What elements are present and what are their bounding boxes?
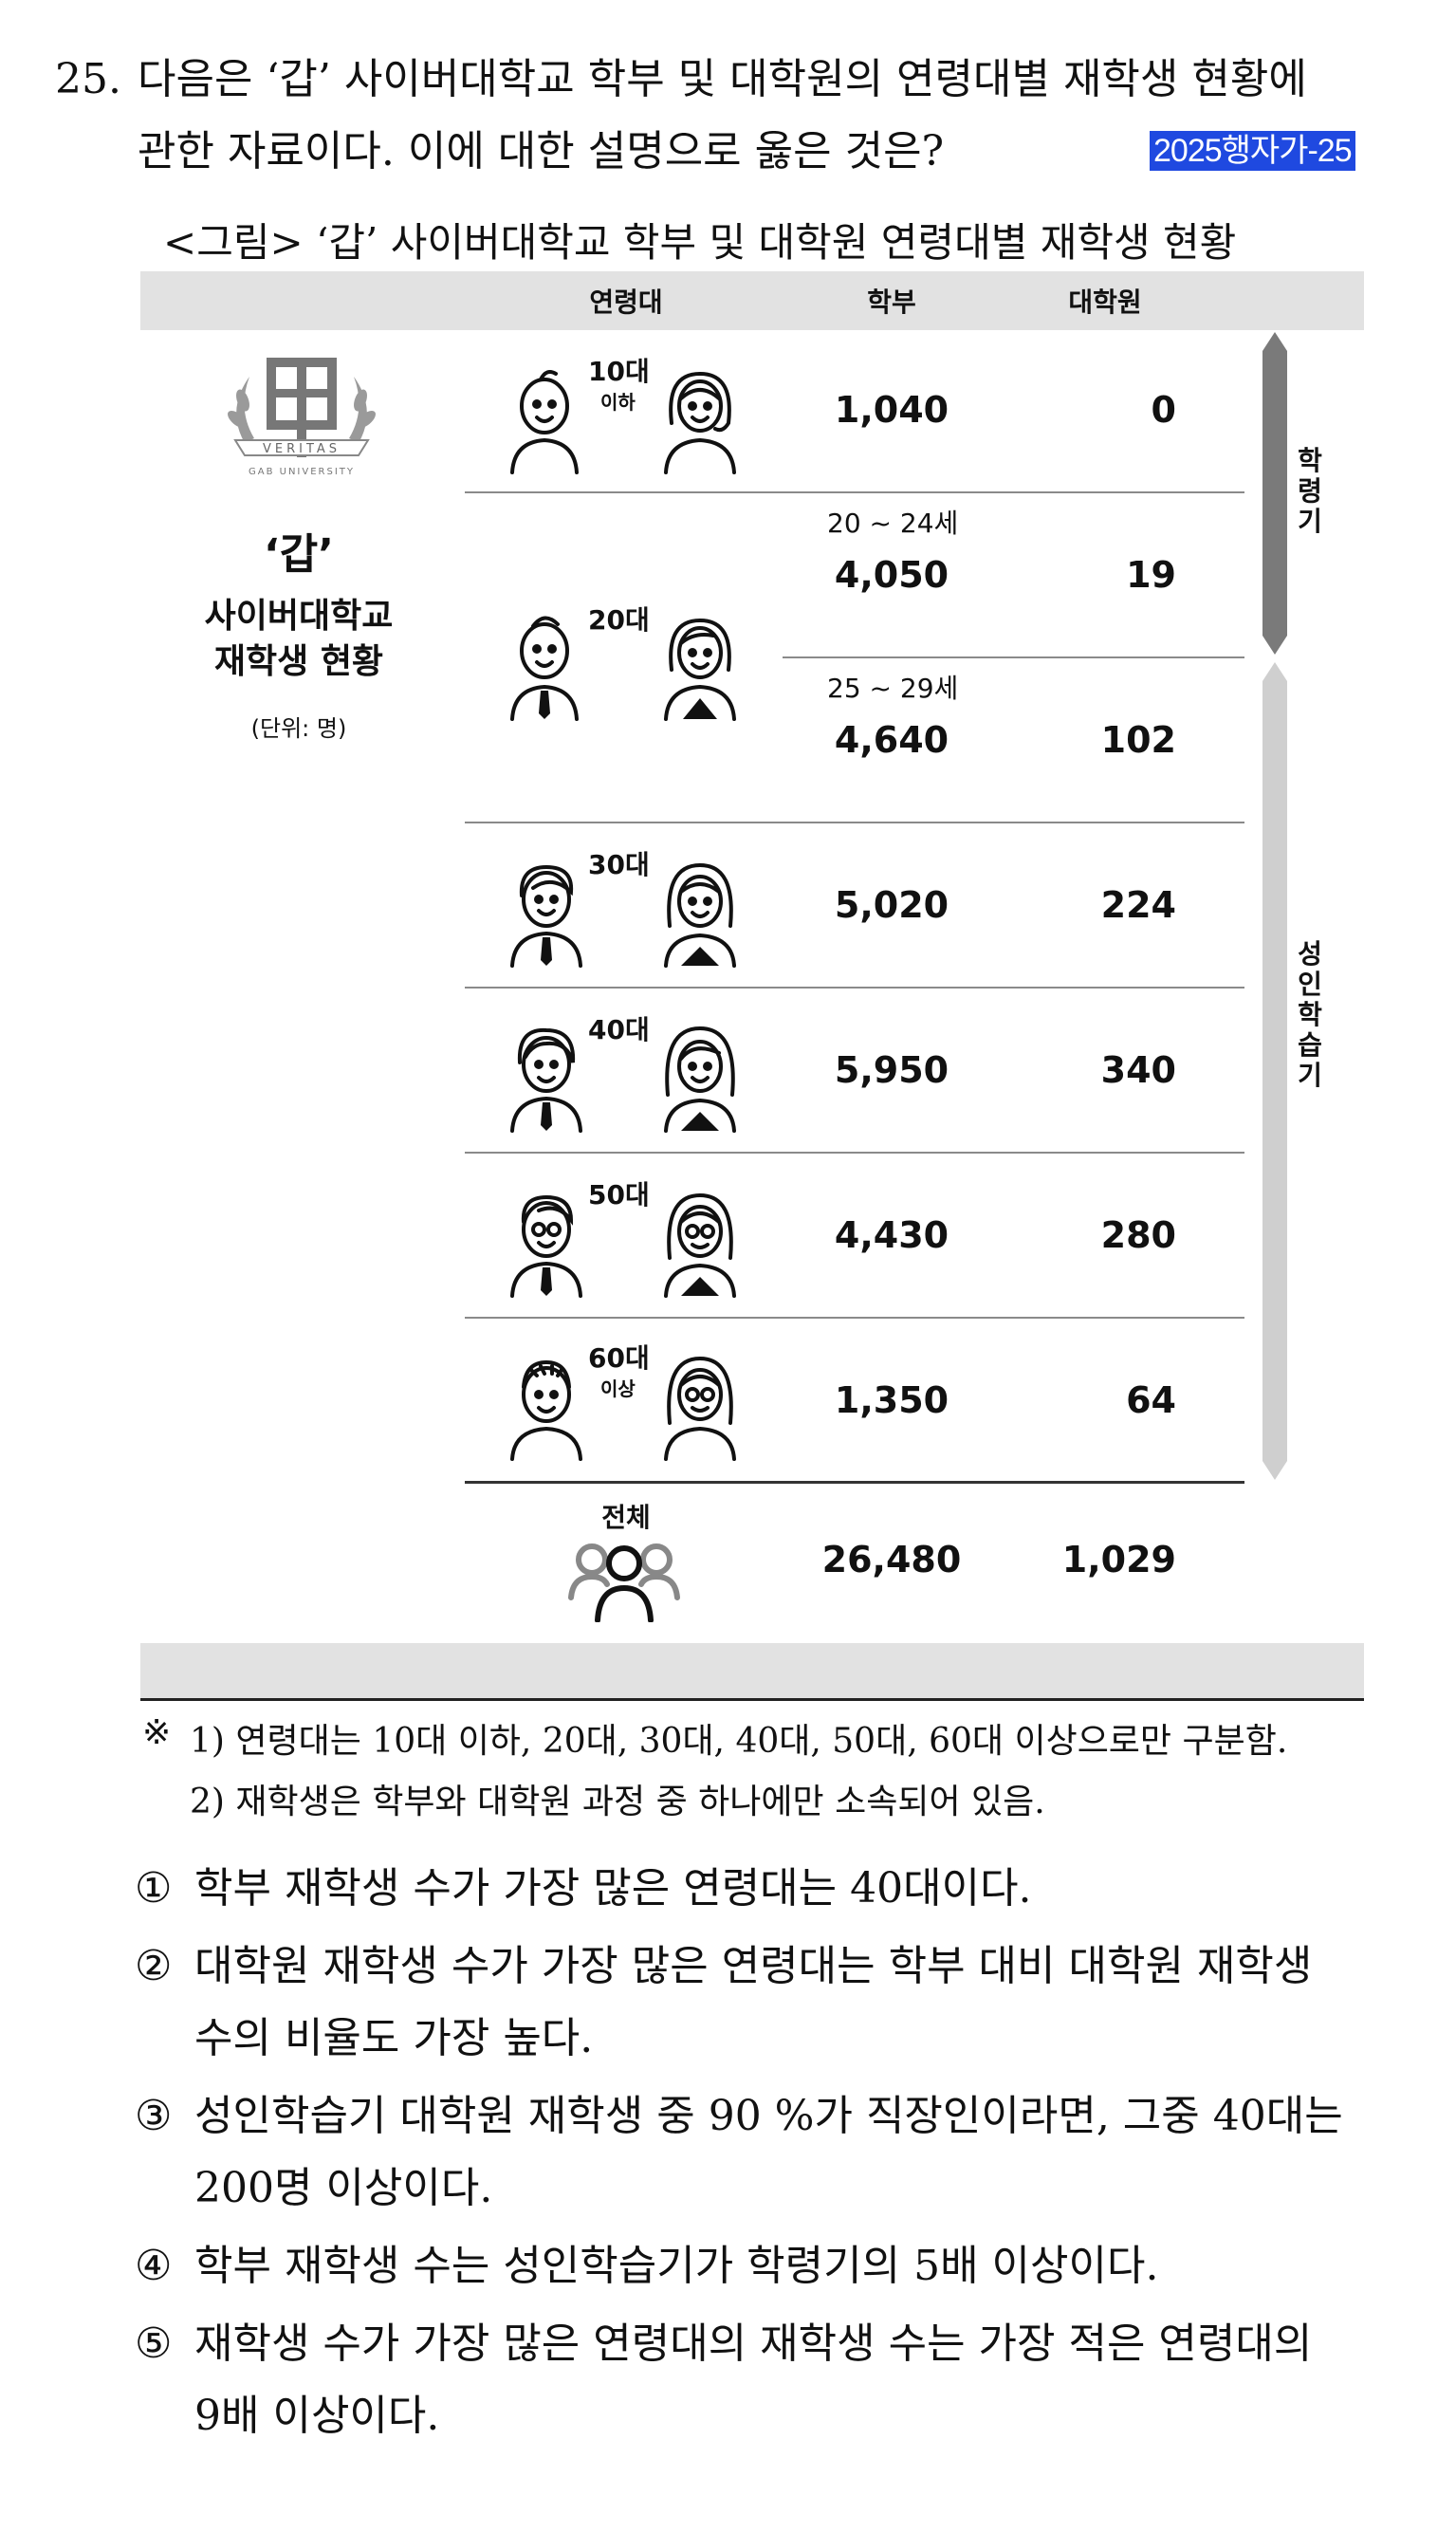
table-header-bar [140,271,1364,330]
option-2-text: 대학원 재학생 수가 가장 많은 연령대는 학부 대비 대학원 재학생 [194,1942,1313,1990]
row-divider [465,822,1244,823]
left-title-3: 재학생 현황 [213,642,384,681]
left-title-2: 사이버대학교 [204,597,394,636]
female-avatar-icon [656,854,742,968]
undergrad-30s: 5,020 [834,884,949,926]
grad-20-24: 19 [1126,554,1176,596]
grad-40s: 340 [1100,1049,1176,1091]
header-undergrad: 학부 [867,286,916,318]
grad-25-29: 102 [1100,719,1176,761]
undergrad-50s: 4,430 [834,1214,949,1256]
question-line-2: 관한 자료이다. 이에 대한 설명으로 옳은 것은? [138,127,945,176]
undergrad-40s: 5,950 [834,1049,949,1091]
option-1-text: 학부 재학생 수가 가장 많은 연령대는 40대이다. [194,1864,1032,1913]
undergrad-10s: 1,040 [834,389,949,431]
total-label: 전체 [601,1502,651,1533]
option-5-text-cont: 9배 이상이다. [194,2392,440,2440]
side-label-school-age: 학령기 [1298,445,1322,537]
row-divider [465,491,1244,493]
row-divider [783,656,1244,658]
question-number: 25. [55,55,121,103]
grad-50s: 280 [1100,1214,1176,1256]
note-2: 2) 재학생은 학부와 대학원 과정 중 하나에만 소속되어 있음. [190,1783,1045,1821]
adult-learning-bar [1262,662,1287,1480]
male-avatar-icon [505,607,590,721]
range-25-29: 25 ~ 29세 [827,673,959,704]
option-2-text-cont: 수의 비율도 가장 높다. [194,2014,594,2062]
table-bottom-rule [140,1698,1364,1701]
option-3-text-cont: 200명 이상이다. [194,2164,493,2212]
option-5-text: 재학생 수가 가장 많은 연령대의 재학생 수는 가장 적은 연령대의 [194,2319,1313,2368]
age-label-60s: 60대 [588,1342,650,1374]
option-3-mark: ③ [135,2092,173,2140]
undergrad-20-24: 4,050 [834,554,949,596]
undergrad-60s: 1,350 [834,1379,949,1421]
grad-10s: 0 [1151,389,1176,431]
option-5-mark: ⑤ [135,2319,173,2368]
logo-subtext: GAB UNIVERSITY [249,467,355,477]
male-avatar-icon [505,1347,590,1461]
range-20-24: 20 ~ 24세 [827,508,959,539]
note-mark: ※ [142,1713,172,1752]
left-title-1: ‘갑’ [264,530,334,579]
male-avatar-icon [505,1019,590,1133]
group-people-icon [565,1535,683,1622]
age-sub-10s: 이하 [600,391,636,414]
age-sub-60s: 이상 [600,1377,636,1400]
female-avatar-icon [656,607,742,721]
female-avatar-icon [656,360,742,474]
figure-title: <그림> ‘갑’ 사이버대학교 학부 및 대학원 연령대별 재학생 현황 [163,219,1237,266]
female-avatar-icon [656,1184,742,1298]
age-label-10s: 10대 [588,356,650,387]
unit-label: (단위: 명) [250,715,347,742]
school-age-bar [1262,332,1287,655]
age-label-50s: 50대 [588,1179,650,1211]
row-divider [465,1317,1244,1319]
total-divider [465,1481,1244,1484]
option-2-mark: ② [135,1942,173,1990]
header-grad: 대학원 [1068,286,1142,318]
table-footer-bar [140,1643,1364,1698]
grad-30s: 224 [1100,884,1176,926]
grad-total: 1,029 [1061,1539,1176,1580]
undergrad-25-29: 4,640 [834,719,949,761]
male-avatar-icon [505,1184,590,1298]
age-label-30s: 30대 [588,849,650,880]
male-avatar-icon [505,360,590,474]
female-avatar-icon [656,1347,742,1461]
option-3-text: 성인학습기 대학원 재학생 중 90 %가 직장인이라면, 그중 40대는 [194,2092,1343,2140]
row-divider [465,987,1244,989]
option-4-text: 학부 재학생 수는 성인학습기가 학령기의 5배 이상이다. [194,2242,1159,2290]
option-1-mark: ① [135,1864,173,1913]
age-label-20s: 20대 [588,604,650,636]
female-avatar-icon [656,1019,742,1133]
question-tag: 2025행자가-25 [1150,131,1355,171]
note-1: 1) 연령대는 10대 이하, 20대, 30대, 40대, 50대, 60대 … [190,1722,1288,1761]
question-line-1: 다음은 ‘갑’ 사이버대학교 학부 및 대학원의 연령대별 재학생 현황에 [138,55,1307,103]
side-label-adult-learning: 성인학습기 [1298,938,1322,1091]
age-label-40s: 40대 [588,1014,650,1045]
undergrad-total: 26,480 [821,1539,962,1580]
option-4-mark: ④ [135,2242,173,2290]
row-divider [465,1152,1244,1154]
university-logo: VERITAS GAB UNIVERSITY [216,353,387,495]
grad-60s: 64 [1126,1379,1176,1421]
logo-text: VERITAS [263,442,341,456]
header-age: 연령대 [589,286,663,318]
male-avatar-icon [505,854,590,968]
